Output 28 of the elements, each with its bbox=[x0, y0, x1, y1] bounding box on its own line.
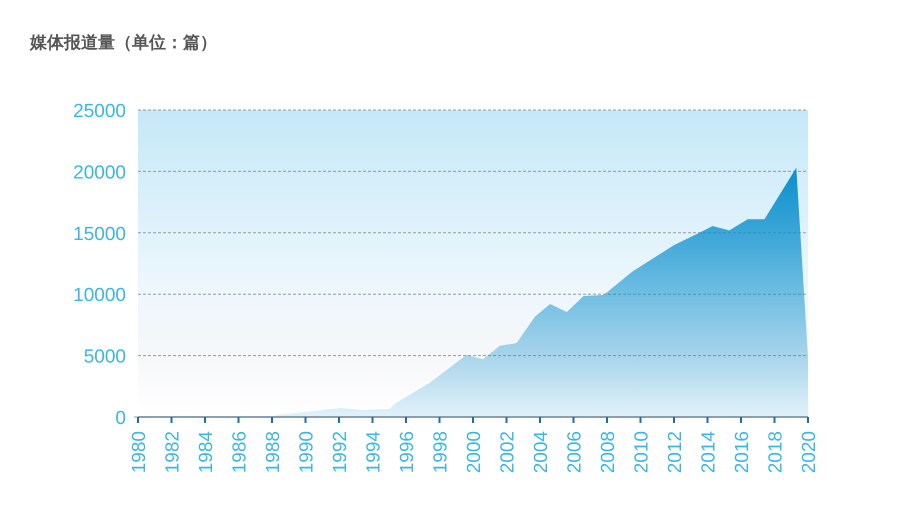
x-tick-label: 1980 bbox=[129, 431, 150, 474]
x-tick-label: 1994 bbox=[364, 430, 384, 474]
x-tick-label: 2014 bbox=[698, 430, 720, 474]
y-tick-label: 25000 bbox=[73, 101, 126, 122]
y-tick-label: 20000 bbox=[73, 162, 126, 184]
x-tick-label: 1988 bbox=[263, 431, 284, 474]
y-tick-label: 0 bbox=[115, 408, 126, 429]
x-tick-label: 2000 bbox=[464, 431, 485, 474]
y-tick-label: 5000 bbox=[84, 346, 126, 368]
x-tick-label: 1984 bbox=[196, 430, 217, 474]
x-tick-label: 1982 bbox=[162, 431, 184, 474]
x-tick-label: 2018 bbox=[766, 431, 786, 474]
chart-title: 媒体报道量（单位：篇） bbox=[29, 33, 217, 52]
x-tick-label: 2006 bbox=[564, 431, 586, 474]
x-tick-label: 2020 bbox=[799, 431, 820, 474]
x-tick-label: 2012 bbox=[665, 431, 686, 474]
x-tick-label: 1990 bbox=[296, 431, 318, 474]
y-tick-label: 10000 bbox=[73, 285, 126, 306]
x-tick-label: 2002 bbox=[498, 431, 518, 474]
x-tick-label: 2016 bbox=[732, 431, 753, 474]
x-tick-label: 1998 bbox=[430, 431, 452, 474]
x-tick-label: 1992 bbox=[330, 431, 351, 474]
y-tick-label: 15000 bbox=[73, 224, 126, 245]
x-tick-label: 1996 bbox=[397, 431, 418, 474]
x-tick-label: 2008 bbox=[598, 431, 619, 474]
x-tick-label: 2010 bbox=[632, 431, 652, 474]
x-tick-label: 2004 bbox=[531, 430, 552, 474]
x-tick-label: 1986 bbox=[230, 431, 250, 474]
